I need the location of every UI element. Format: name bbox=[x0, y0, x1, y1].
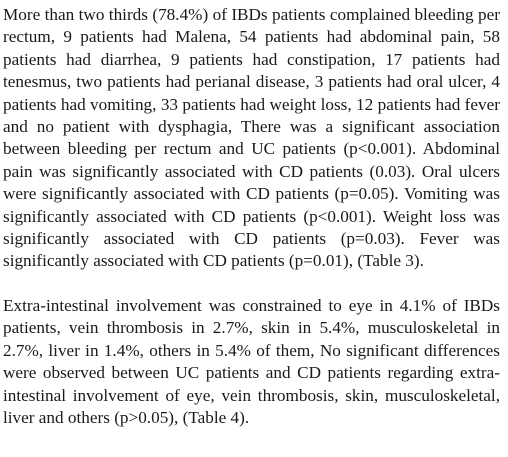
paragraph-symptoms: More than two thirds (78.4%) of IBDs pat… bbox=[3, 5, 500, 271]
paragraph-extra-intestinal: Extra-intestinal involvement was constra… bbox=[3, 295, 500, 427]
